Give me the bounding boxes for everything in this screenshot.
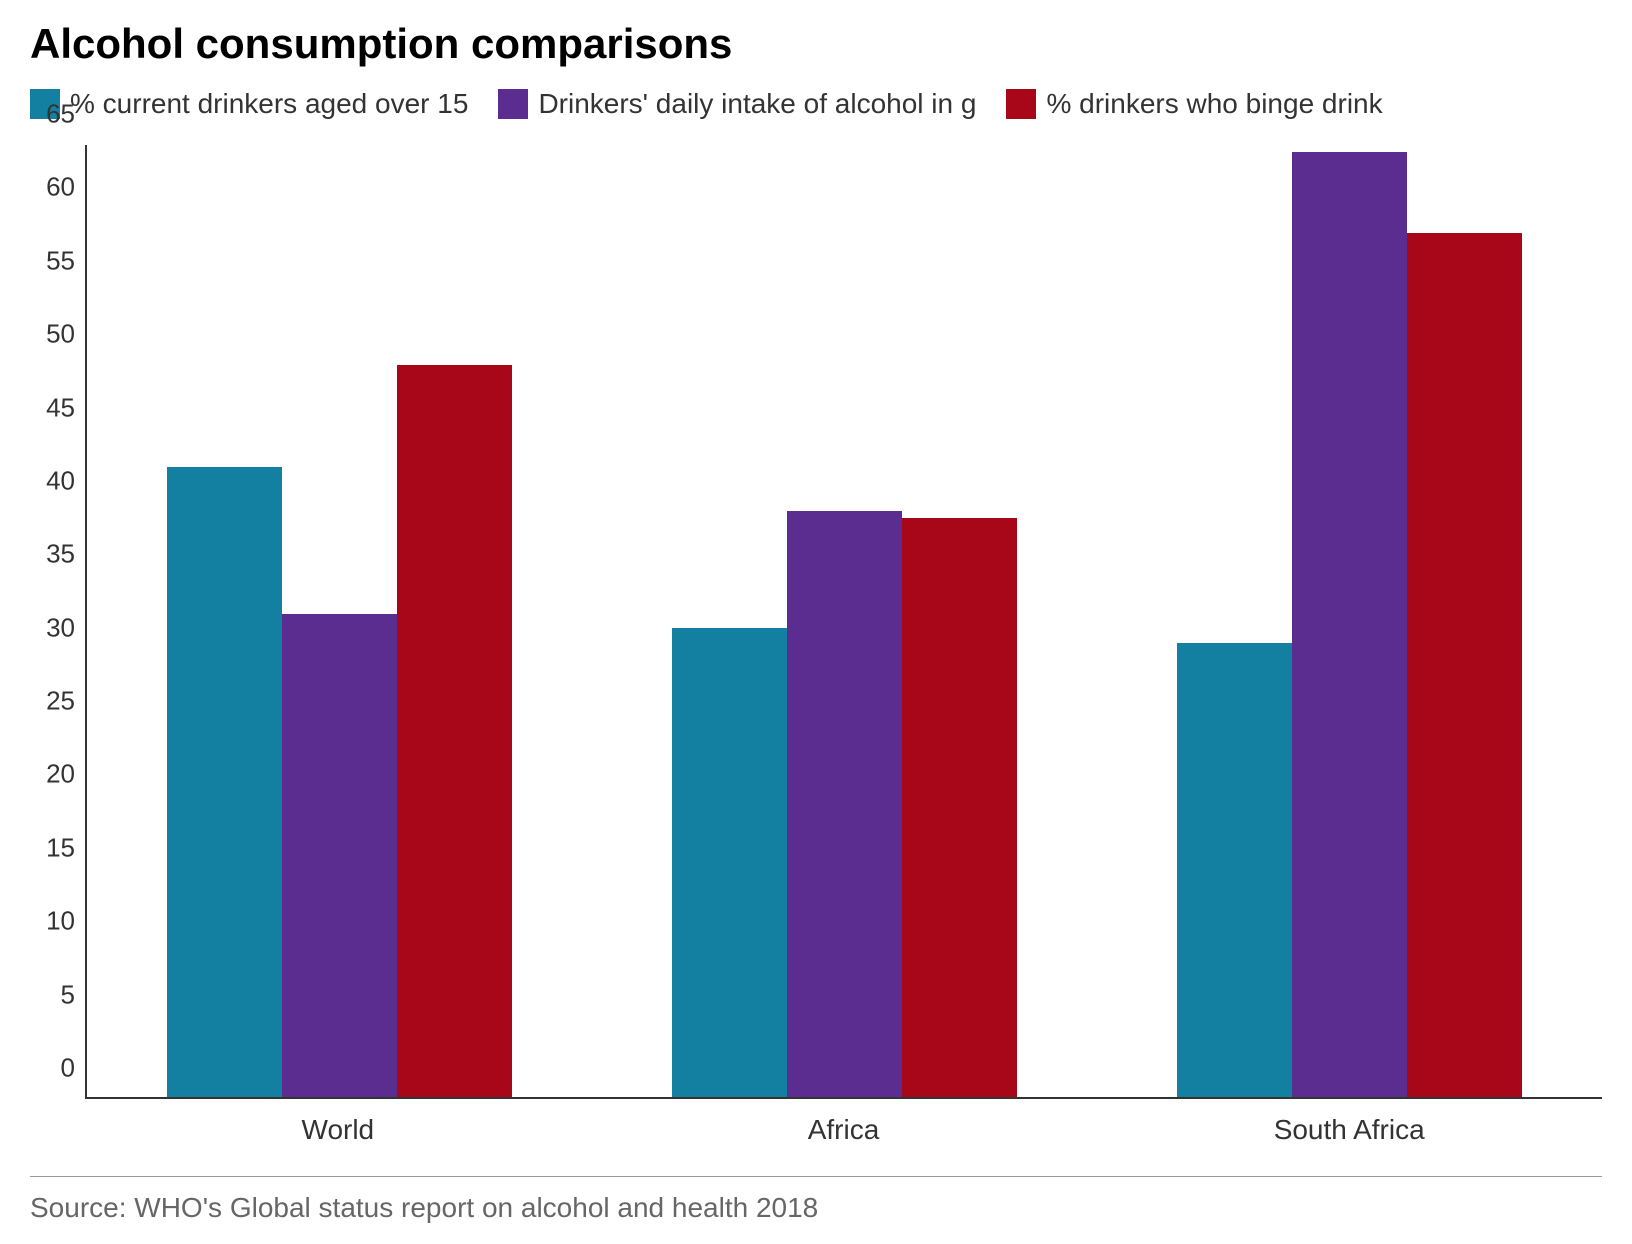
x-label-2: South Africa xyxy=(1096,1114,1602,1146)
chart-title: Alcohol consumption comparisons xyxy=(30,20,1602,68)
bar-group xyxy=(1097,145,1602,1097)
y-tick: 55 xyxy=(46,245,75,276)
bar xyxy=(282,614,397,1097)
legend-label-0: % current drinkers aged over 15 xyxy=(70,88,468,120)
x-label-0: World xyxy=(85,1114,591,1146)
y-axis: 05101520253035404550556065 xyxy=(30,145,85,1099)
bar xyxy=(1177,643,1292,1097)
source-footer: Source: WHO's Global status report on al… xyxy=(30,1176,1602,1224)
bar xyxy=(902,518,1017,1097)
y-tick: 15 xyxy=(46,832,75,863)
y-tick: 20 xyxy=(46,759,75,790)
y-tick: 10 xyxy=(46,906,75,937)
y-tick: 65 xyxy=(46,99,75,130)
y-tick: 50 xyxy=(46,319,75,350)
bar xyxy=(397,365,512,1097)
bar xyxy=(1292,152,1407,1097)
bar-group xyxy=(592,145,1097,1097)
legend-item-1: Drinkers' daily intake of alcohol in g xyxy=(498,88,976,120)
y-tick: 30 xyxy=(46,612,75,643)
y-tick: 35 xyxy=(46,539,75,570)
legend-label-1: Drinkers' daily intake of alcohol in g xyxy=(538,88,976,120)
bar xyxy=(672,628,787,1097)
chart-container: Alcohol consumption comparisons % curren… xyxy=(30,20,1602,1224)
bar xyxy=(167,467,282,1097)
y-tick: 40 xyxy=(46,465,75,496)
legend-item-0: % current drinkers aged over 15 xyxy=(30,88,468,120)
bar-group xyxy=(87,145,592,1097)
y-tick: 5 xyxy=(61,979,75,1010)
plot-area: 05101520253035404550556065 xyxy=(30,145,1602,1099)
legend: % current drinkers aged over 15 Drinkers… xyxy=(30,88,1602,120)
x-axis-labels: World Africa South Africa xyxy=(85,1114,1602,1146)
legend-swatch-1 xyxy=(498,89,528,119)
bars-region xyxy=(85,145,1602,1099)
y-tick: 45 xyxy=(46,392,75,423)
bar xyxy=(787,511,902,1097)
y-tick: 60 xyxy=(46,172,75,203)
y-tick: 0 xyxy=(61,1053,75,1084)
legend-item-2: % drinkers who binge drink xyxy=(1006,88,1382,120)
y-tick: 25 xyxy=(46,686,75,717)
legend-swatch-2 xyxy=(1006,89,1036,119)
bar xyxy=(1407,233,1522,1097)
x-label-1: Africa xyxy=(591,1114,1097,1146)
legend-label-2: % drinkers who binge drink xyxy=(1046,88,1382,120)
